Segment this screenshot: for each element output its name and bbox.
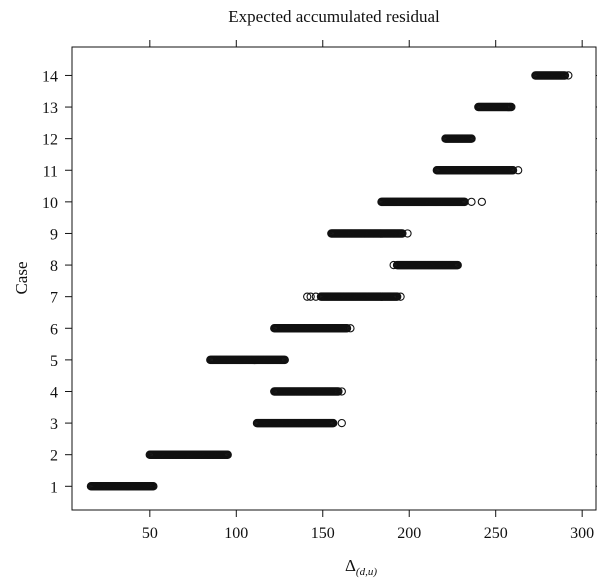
- y-tick-label-12: 12: [42, 132, 58, 149]
- y-tick-label-10: 10: [42, 195, 58, 212]
- point: [560, 71, 570, 80]
- case-10-points: [377, 197, 487, 207]
- x-axis-label: Δ(d,u): [345, 556, 377, 578]
- x-tick-label-300: 300: [570, 525, 594, 542]
- y-tick-label-2: 2: [50, 448, 58, 465]
- outlier-point: [564, 71, 573, 80]
- data-points: [86, 71, 573, 491]
- point: [467, 134, 476, 143]
- case-4-points: [270, 387, 346, 396]
- y-tick-label-4: 4: [50, 384, 58, 401]
- outlier-point: [389, 260, 398, 270]
- x-axis-label-subscript: (d,u): [356, 566, 377, 578]
- y-tick-label-8: 8: [50, 258, 58, 275]
- point: [453, 260, 462, 270]
- case-8-points: [389, 260, 462, 270]
- case-14-points: [531, 71, 573, 80]
- point: [342, 324, 352, 333]
- point: [334, 387, 343, 396]
- case-11-points: [432, 166, 523, 175]
- point: [508, 166, 518, 175]
- x-tick-label-50: 50: [142, 525, 158, 542]
- y-tick-label-1: 1: [50, 479, 58, 496]
- y-tick-label-6: 6: [50, 321, 58, 338]
- y-tick-label-13: 13: [42, 100, 58, 117]
- x-tick-label-100: 100: [224, 525, 248, 542]
- outlier-point: [467, 197, 476, 207]
- y-tick-label-5: 5: [50, 353, 58, 370]
- outlier-point: [337, 387, 346, 396]
- y-tick-label-14: 14: [42, 68, 58, 85]
- point: [280, 355, 289, 365]
- case-1-points: [86, 482, 158, 491]
- case-2-points: [145, 450, 232, 459]
- x-axis-label-main: Δ: [345, 556, 356, 575]
- case-3-points: [252, 418, 346, 428]
- outlier-point: [403, 229, 412, 238]
- y-tick-label-7: 7: [50, 290, 58, 307]
- x-tick-label-200: 200: [397, 525, 421, 542]
- x-tick-label-250: 250: [484, 525, 508, 542]
- outlier-point: [303, 292, 312, 301]
- outlier-point: [311, 292, 320, 301]
- y-tick-label-11: 11: [43, 163, 58, 180]
- case-7-points: [303, 292, 405, 301]
- outlier-point: [346, 324, 355, 333]
- y-axis-label: Case: [12, 261, 31, 294]
- chart-title: Expected accumulated residual: [228, 7, 440, 26]
- point: [507, 102, 516, 112]
- y-tick-label-9: 9: [50, 226, 58, 243]
- case-9-points: [327, 229, 412, 238]
- point: [392, 292, 402, 301]
- point: [398, 229, 407, 238]
- case-13-points: [474, 102, 516, 112]
- plot-frame: [71, 46, 597, 511]
- point: [328, 418, 338, 428]
- point: [223, 450, 232, 459]
- case-6-points: [270, 324, 355, 333]
- y-tick-label-3: 3: [50, 416, 58, 433]
- point: [149, 482, 158, 491]
- case-5-points: [206, 355, 289, 365]
- x-tick-label-150: 150: [311, 525, 335, 542]
- outlier-point: [306, 292, 315, 301]
- outlier-point: [396, 292, 405, 301]
- outlier-point: [337, 418, 346, 428]
- outlier-point: [514, 166, 523, 175]
- outlier-point: [477, 197, 487, 207]
- case-12-points: [441, 134, 476, 143]
